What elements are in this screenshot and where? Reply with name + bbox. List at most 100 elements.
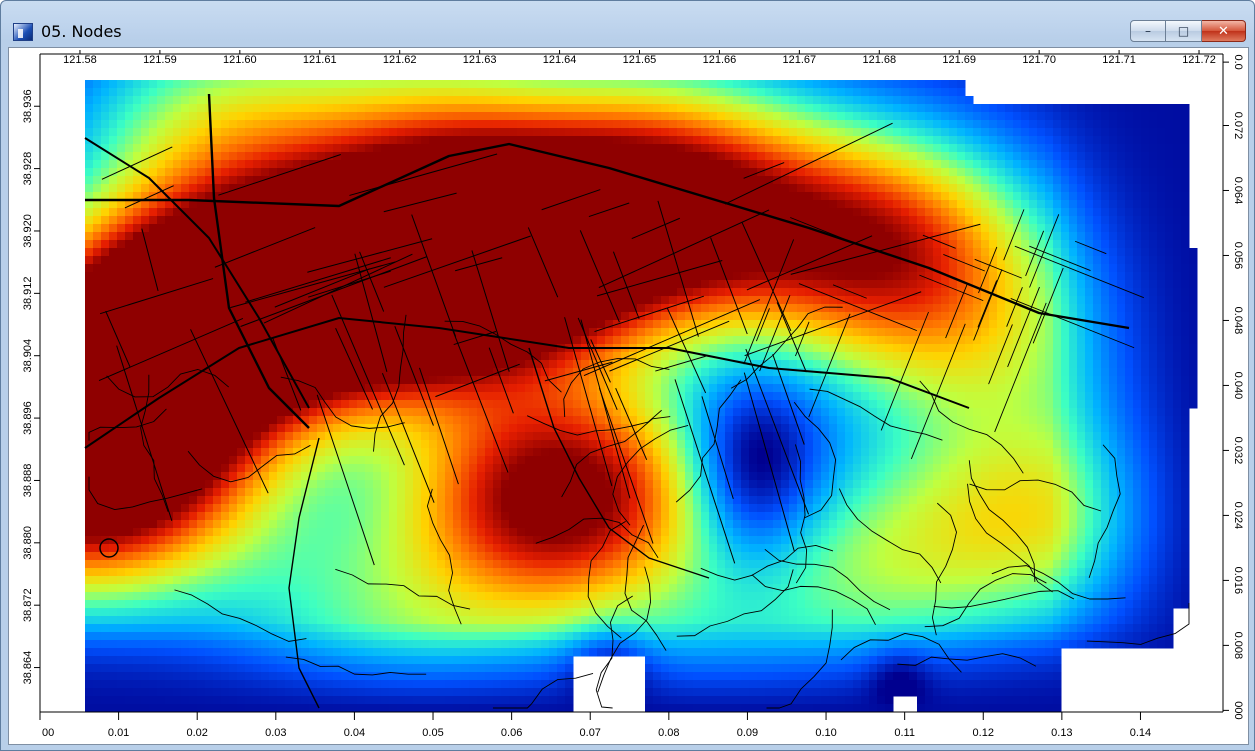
heatmap-cell — [149, 304, 158, 313]
heatmap-cell — [1005, 144, 1014, 153]
heatmap-cell — [533, 232, 542, 241]
heatmap-cell — [557, 88, 566, 97]
heatmap-cell — [293, 352, 302, 361]
heatmap-cell — [477, 96, 486, 105]
heatmap-cell — [1101, 280, 1110, 289]
minimize-button[interactable]: – — [1130, 20, 1166, 42]
heatmap-cell — [949, 240, 958, 249]
heatmap-cell — [517, 112, 526, 121]
heatmap-cell — [357, 200, 366, 209]
heatmap-cell — [1133, 200, 1142, 209]
heatmap-cell — [1101, 272, 1110, 281]
heatmap-cell — [621, 232, 630, 241]
heatmap-cell — [885, 112, 894, 121]
heatmap-cell — [581, 360, 590, 369]
heatmap-cell — [997, 248, 1006, 257]
heatmap-cell — [213, 112, 222, 121]
heatmap-cell — [653, 336, 662, 345]
title-bar[interactable]: 05. Nodes – □ ✕ — [1, 1, 1254, 47]
heatmap-cell — [533, 160, 542, 169]
heatmap-cell — [869, 192, 878, 201]
heatmap-cell — [1069, 168, 1078, 177]
heatmap-cell — [981, 240, 990, 249]
heatmap-cell — [605, 80, 614, 89]
heatmap-cell — [149, 352, 158, 361]
heatmap-cell — [645, 304, 654, 313]
map-view[interactable]: 121.58 121.59 121.60 121.61 121.62 121.63 121.… — [8, 47, 1249, 745]
heatmap-cell — [301, 208, 310, 217]
heatmap-cell — [717, 208, 726, 217]
heatmap-cell — [1101, 120, 1110, 129]
maximize-button[interactable]: □ — [1166, 20, 1202, 42]
heatmap-cell — [133, 312, 142, 321]
heatmap-cell — [1045, 280, 1054, 289]
heatmap-cell — [525, 224, 534, 233]
heatmap-cell — [341, 192, 350, 201]
heatmap-cell — [1101, 200, 1110, 209]
heatmap-cell — [557, 256, 566, 265]
heatmap-cell — [285, 224, 294, 233]
heatmap-cell — [965, 224, 974, 233]
heatmap-cell — [941, 104, 950, 113]
heatmap-cell — [477, 248, 486, 257]
heatmap-cell — [933, 80, 942, 89]
heatmap-cell — [949, 144, 958, 153]
heatmap-cell — [413, 360, 422, 369]
heatmap-cell — [749, 344, 758, 353]
heatmap-cell — [877, 320, 886, 329]
heatmap-cell — [277, 152, 286, 161]
close-button[interactable]: ✕ — [1202, 20, 1246, 42]
heatmap-cell — [813, 104, 822, 113]
heatmap-cell — [117, 272, 126, 281]
heatmap-cell — [989, 168, 998, 177]
heatmap-cell — [1141, 240, 1150, 249]
heatmap-cell — [885, 88, 894, 97]
heatmap-cell — [549, 192, 558, 201]
heatmap-cell — [933, 96, 942, 105]
heatmap-cell — [165, 352, 174, 361]
heatmap-cell — [669, 208, 678, 217]
heatmap-cell — [645, 280, 654, 289]
heatmap-cell — [981, 216, 990, 225]
heatmap-cell — [573, 256, 582, 265]
heatmap-cell — [661, 256, 670, 265]
heatmap-cell — [957, 320, 966, 329]
heatmap-cell — [157, 312, 166, 321]
heatmap-cell — [389, 256, 398, 265]
heatmap-cell — [733, 184, 742, 193]
heatmap-cell — [437, 312, 446, 321]
heatmap-cell — [341, 280, 350, 289]
heatmap-cell — [813, 208, 822, 217]
heatmap-cell — [909, 104, 918, 113]
heatmap-cell — [381, 232, 390, 241]
heatmap-cell — [853, 248, 862, 257]
heatmap-cell — [93, 232, 102, 241]
app-icon[interactable] — [13, 23, 33, 41]
heatmap-cell — [797, 120, 806, 129]
heatmap-cell — [333, 80, 342, 89]
heatmap-cell — [381, 272, 390, 281]
heatmap-cell — [1101, 216, 1110, 225]
heatmap-cell — [837, 80, 846, 89]
heatmap-cell — [1181, 320, 1190, 329]
heatmap-cell — [789, 240, 798, 249]
heatmap-cell — [909, 256, 918, 265]
heatmap-cell — [1157, 320, 1166, 329]
heatmap-cell — [349, 168, 358, 177]
heatmap-cell — [885, 176, 894, 185]
heatmap-cell — [509, 360, 518, 369]
heatmap-cell — [117, 120, 126, 129]
heatmap-cell — [997, 344, 1006, 353]
heatmap-cell — [1077, 184, 1086, 193]
heatmap-cell — [1109, 136, 1118, 145]
heatmap-cell — [573, 264, 582, 273]
density-map-chart[interactable]: 121.58 121.59 121.60 121.61 121.62 121.63 121.… — [9, 48, 1248, 744]
heatmap-cell — [85, 360, 94, 369]
heatmap-cell — [421, 216, 430, 225]
heatmap-cell — [437, 272, 446, 281]
heatmap-cell — [93, 192, 102, 201]
heatmap-cell — [685, 152, 694, 161]
heatmap-cell — [597, 184, 606, 193]
heatmap-cell — [141, 112, 150, 121]
heatmap-cell — [493, 128, 502, 137]
